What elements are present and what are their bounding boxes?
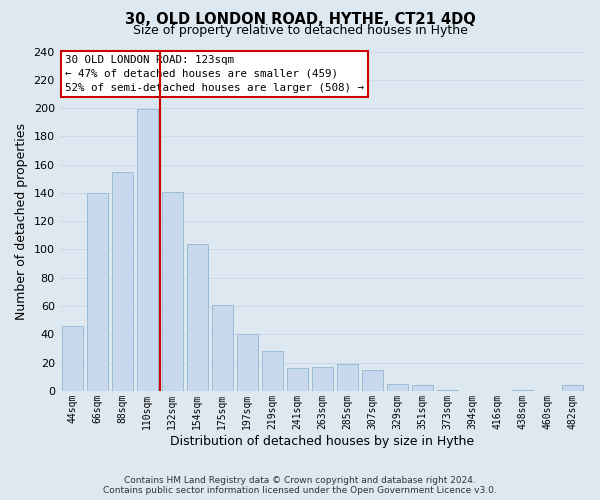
Bar — [437, 390, 458, 391]
Bar — [412, 386, 433, 391]
Bar — [187, 244, 208, 391]
Bar — [86, 193, 108, 391]
Bar — [161, 192, 183, 391]
Bar — [212, 304, 233, 391]
Bar — [387, 384, 408, 391]
X-axis label: Distribution of detached houses by size in Hythe: Distribution of detached houses by size … — [170, 434, 475, 448]
Text: Size of property relative to detached houses in Hythe: Size of property relative to detached ho… — [133, 24, 467, 37]
Bar — [112, 172, 133, 391]
Bar — [337, 364, 358, 391]
Bar — [562, 386, 583, 391]
Y-axis label: Number of detached properties: Number of detached properties — [15, 122, 28, 320]
Bar — [62, 326, 83, 391]
Bar — [236, 334, 258, 391]
Text: 30 OLD LONDON ROAD: 123sqm
← 47% of detached houses are smaller (459)
52% of sem: 30 OLD LONDON ROAD: 123sqm ← 47% of deta… — [65, 55, 364, 93]
Bar — [512, 390, 533, 391]
Bar — [362, 370, 383, 391]
Bar — [262, 352, 283, 391]
Bar — [137, 110, 158, 391]
Bar — [312, 367, 333, 391]
Text: 30, OLD LONDON ROAD, HYTHE, CT21 4DQ: 30, OLD LONDON ROAD, HYTHE, CT21 4DQ — [125, 12, 475, 28]
Bar — [287, 368, 308, 391]
Text: Contains HM Land Registry data © Crown copyright and database right 2024.
Contai: Contains HM Land Registry data © Crown c… — [103, 476, 497, 495]
